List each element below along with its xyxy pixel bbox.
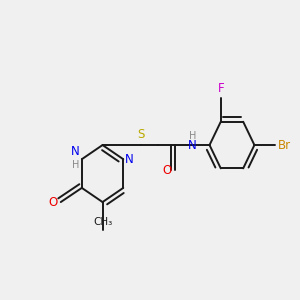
Text: F: F — [218, 82, 224, 95]
Text: S: S — [137, 128, 144, 141]
Text: CH₃: CH₃ — [93, 218, 112, 227]
Text: N: N — [125, 153, 134, 166]
Text: Br: Br — [278, 139, 291, 152]
Text: H: H — [73, 160, 80, 170]
Text: H: H — [189, 131, 196, 141]
Text: N: N — [188, 139, 197, 152]
Text: O: O — [49, 196, 58, 208]
Text: O: O — [163, 164, 172, 176]
Text: N: N — [71, 145, 80, 158]
